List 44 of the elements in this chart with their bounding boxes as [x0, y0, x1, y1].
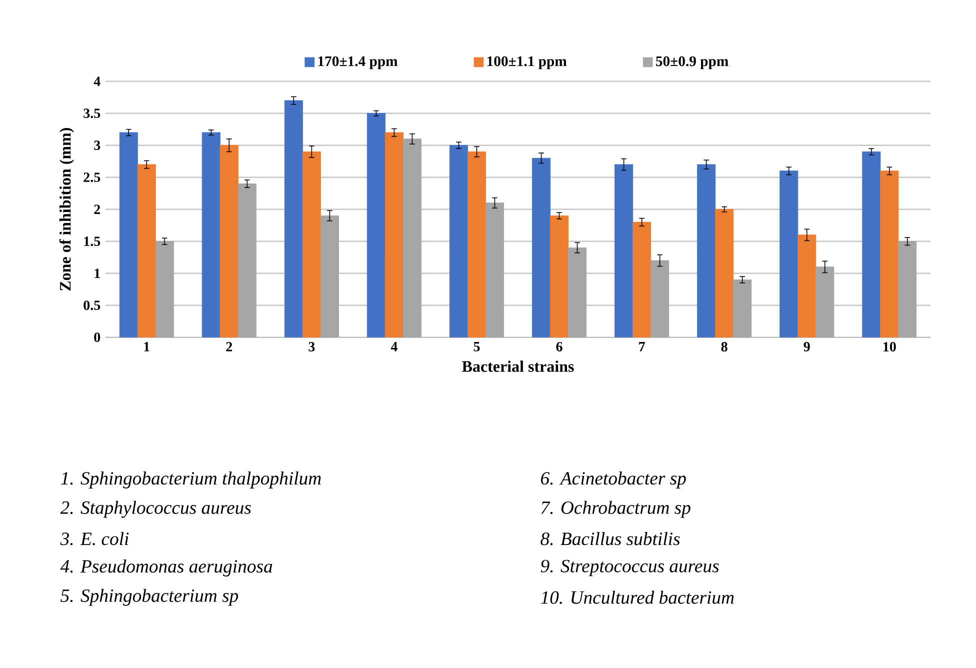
x-tick-label: 3	[308, 342, 315, 352]
y-axis-title: Zone of inhibition (mm)	[59, 128, 74, 291]
legend-label: 170±1.4 ppm	[318, 56, 398, 70]
bar	[568, 247, 587, 338]
text: 8. Bacillus subtilis	[540, 532, 680, 546]
x-tick-label: 10	[884, 342, 896, 352]
legend-label: 100±1.1 ppm	[487, 56, 567, 70]
y-tick-label: 3	[94, 140, 100, 150]
text: 10. Uncultured bacterium	[540, 590, 734, 604]
text: 2. Staphylococcus aureus	[60, 500, 251, 518]
text: 1. Sphingobacterium thalpophilum	[60, 472, 321, 488]
legend-label: 50±0.9 ppm	[656, 56, 728, 70]
x-tick-label: 6	[556, 342, 562, 352]
text: 9. Streptococcus aureus	[540, 560, 719, 576]
text: 5. Sphingobacterium sp	[60, 588, 238, 606]
bar	[402, 138, 422, 338]
x-tick-label: 2	[226, 342, 232, 352]
x-tick-label: 8	[721, 342, 728, 352]
text: 6. Acinetobacter sp	[541, 472, 686, 488]
y-tick-label: 0	[94, 332, 100, 342]
bar	[238, 183, 256, 338]
bar	[733, 279, 752, 338]
text: 3. E. coli	[60, 532, 129, 546]
y-tick-label: 1.5	[84, 236, 100, 246]
bar	[485, 202, 504, 338]
x-axis-title: Bacterial strains	[462, 360, 574, 372]
bar	[320, 215, 339, 338]
y-tick-label: 2	[94, 204, 100, 214]
bar	[816, 266, 834, 338]
x-tick-label: 5	[474, 342, 480, 352]
y-tick-label: 0.5	[84, 300, 100, 310]
text: 4. Pseudomonas aeruginosa	[60, 560, 272, 576]
y-tick-label: 4	[94, 76, 100, 86]
bar	[898, 241, 917, 338]
x-tick-label: 9	[804, 342, 810, 352]
x-tick-label: 7	[639, 342, 645, 352]
y-tick-label: 3.5	[84, 108, 100, 118]
y-tick-label: 1	[94, 268, 100, 278]
y-tick-label: 2.5	[84, 172, 100, 182]
text: 7. Ochrobactrum sp	[541, 500, 690, 518]
bar	[155, 241, 174, 338]
bar	[650, 260, 670, 338]
x-tick-label: 4	[390, 342, 398, 352]
x-tick-label: 1	[144, 342, 150, 352]
